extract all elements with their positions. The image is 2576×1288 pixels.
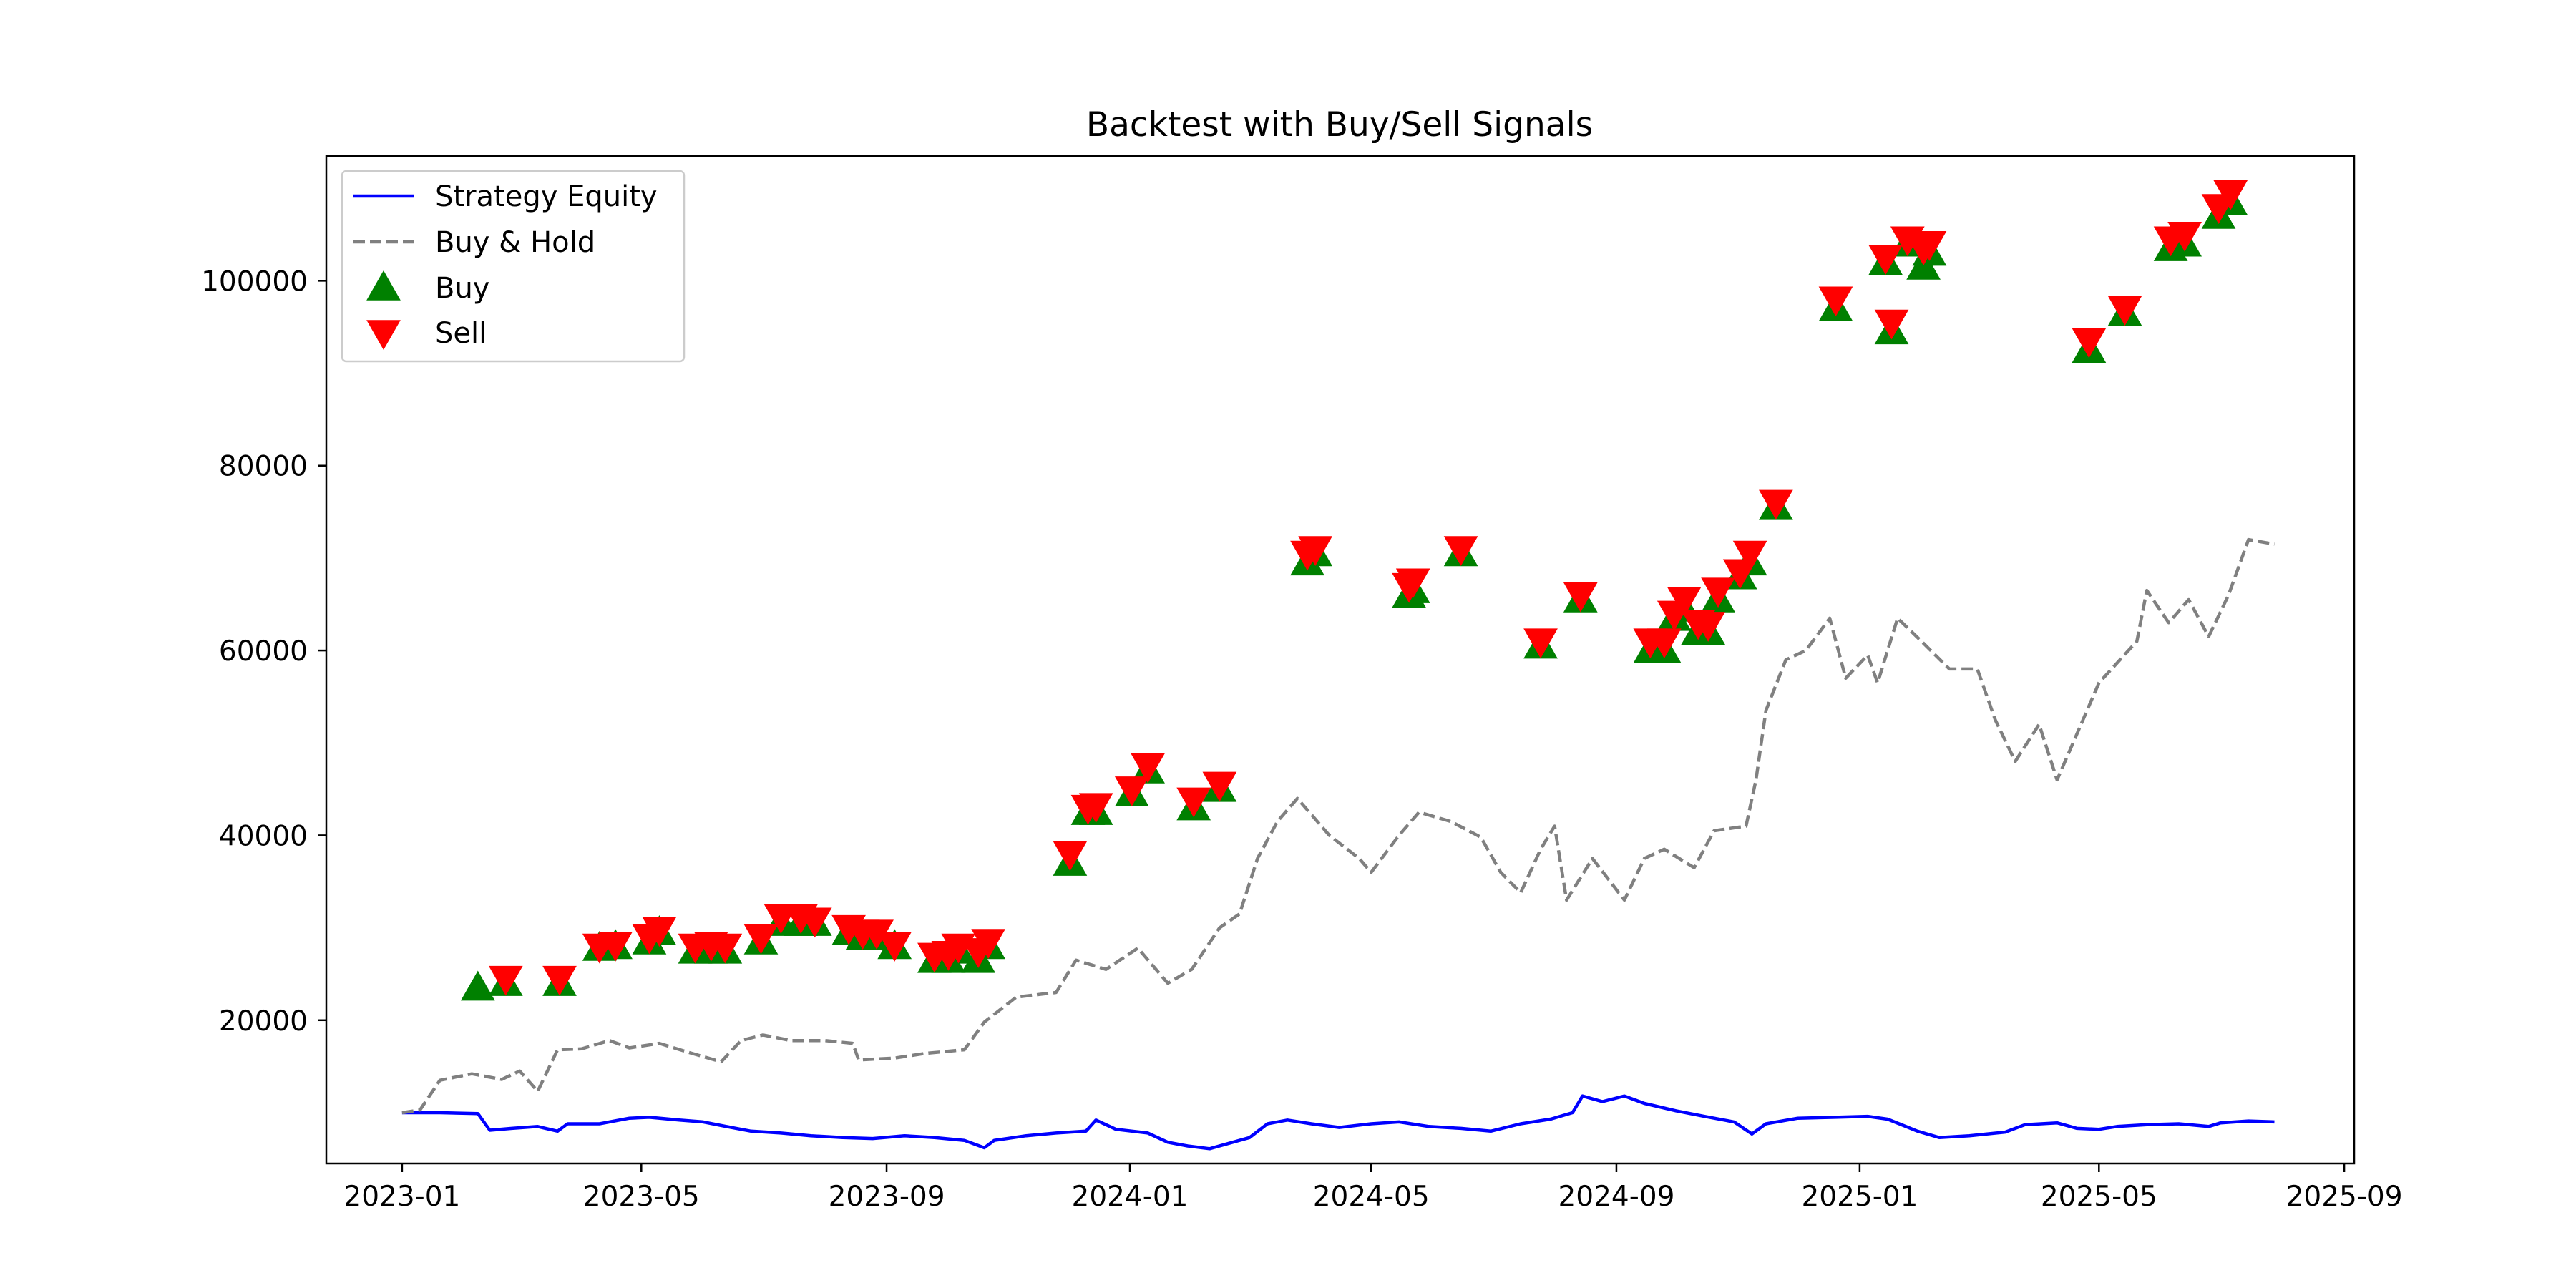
strategy-equity-line [401, 1094, 2275, 1151]
buy-marker [460, 970, 495, 1001]
x-tick-label: 2024-01 [1072, 1181, 1189, 1213]
x-tick-label: 2024-05 [1313, 1181, 1430, 1213]
sell-marker [1078, 793, 1113, 824]
sell-marker [1202, 771, 1237, 802]
axes: 2023-01 2023-05 2023-09 2024-01 2024-05 2024-… [201, 155, 2403, 1213]
sell-marker [642, 917, 677, 947]
x-tick-label: 2025-09 [2286, 1181, 2403, 1213]
sell-marker [1732, 540, 1767, 571]
sell-marker [797, 907, 832, 938]
sell-marker [1667, 587, 1702, 618]
x-tick-label: 2023-05 [583, 1181, 700, 1213]
plot-frame [325, 155, 2356, 1165]
y-tick-label: 40000 [219, 820, 308, 852]
x-tick-label: 2025-01 [1801, 1181, 1918, 1213]
sell-marker [542, 965, 577, 996]
sell-marker [1131, 753, 1165, 784]
legend-label: Strategy Equity [435, 180, 658, 213]
y-tick-label: 60000 [219, 635, 308, 668]
x-tick-label: 2025-05 [2041, 1181, 2157, 1213]
sell-marker [1395, 568, 1430, 599]
sell-marker [1114, 776, 1149, 806]
y-tick-label: 80000 [219, 451, 308, 483]
x-tick-label: 2023-09 [829, 1181, 945, 1213]
legend-label: Buy [435, 272, 489, 305]
sell-marker [971, 929, 1006, 959]
sell-marker [1523, 628, 1558, 659]
sell-marker [1443, 536, 1478, 566]
legend-sell-icon [366, 320, 401, 351]
sell-marker [1176, 787, 1211, 818]
plot-area [401, 180, 2275, 1151]
sell-marker [1874, 309, 1909, 340]
sell-marker [1298, 536, 1333, 566]
sell-marker [877, 932, 912, 962]
sell-marker [2167, 222, 2202, 252]
sell-marker [708, 933, 743, 964]
legend: Strategy Equity Buy & Hold Buy Sell [341, 170, 686, 363]
sell-marker [1759, 489, 1793, 520]
sell-marker [2107, 296, 2142, 326]
legend-label: Sell [435, 317, 487, 350]
sell-marker [743, 924, 779, 955]
sell-marker [488, 965, 523, 996]
sell-marker [1053, 841, 1088, 872]
sell-marker [1646, 628, 1682, 659]
sell-marker [598, 932, 633, 962]
sell-marker [1563, 582, 1598, 613]
buy-hold-line [401, 537, 2275, 1115]
chart-title: Backtest with Buy/Sell Signals [1086, 105, 1593, 145]
sell-marker [2072, 328, 2107, 358]
sell-marker [1818, 286, 1853, 317]
x-tick-label: 2024-09 [1558, 1181, 1674, 1213]
legend-label: Buy & Hold [435, 226, 595, 259]
sell-marker [1868, 245, 1903, 275]
y-tick-label: 20000 [219, 1005, 308, 1038]
y-tick-label: 100000 [201, 265, 308, 298]
legend-box [341, 170, 686, 363]
sell-marker [2213, 180, 2248, 210]
sell-marker [1701, 577, 1735, 608]
sell-marker [1691, 612, 1725, 642]
legend-buy-icon [366, 270, 401, 301]
x-tick-label: 2023-01 [343, 1181, 460, 1213]
sell-marker [1912, 230, 1947, 261]
plot-inner [401, 180, 2275, 1151]
